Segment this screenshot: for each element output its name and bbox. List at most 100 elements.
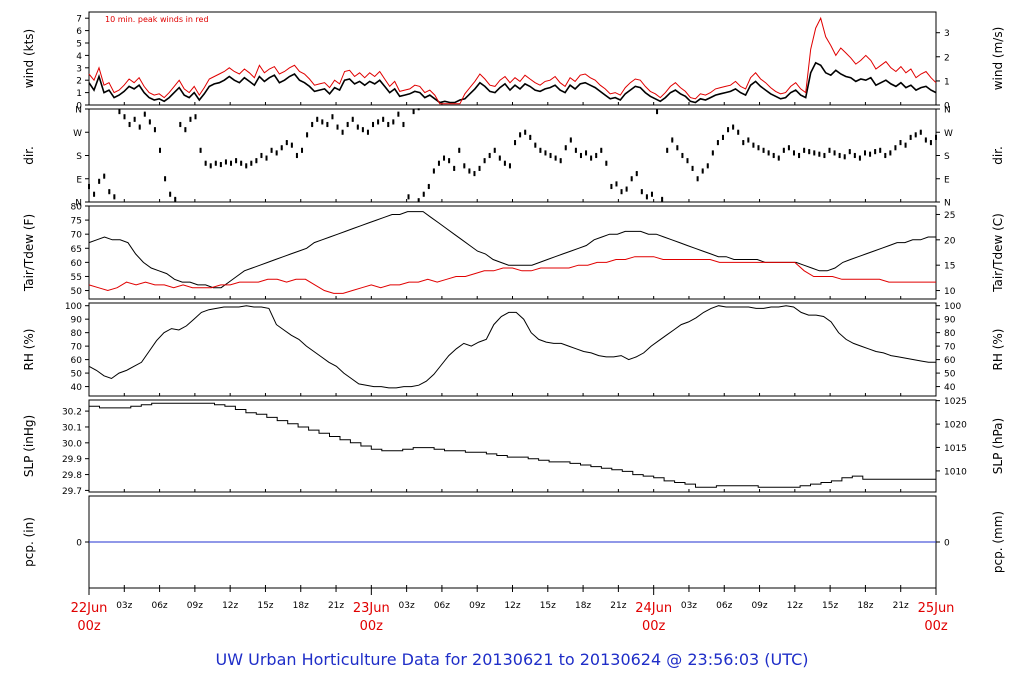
direction-point <box>270 149 273 152</box>
ytick-label-right: E <box>944 175 950 185</box>
direction-point <box>853 156 856 159</box>
direction-point <box>250 160 253 163</box>
ylabel-right-temperature: Tair/Tdew (C) <box>991 213 1005 293</box>
ytick-label-left: 5 <box>76 40 82 50</box>
direction-point <box>508 166 511 169</box>
direction-point <box>265 158 268 161</box>
direction-point <box>924 139 927 141</box>
direction-point <box>463 163 466 166</box>
direction-point <box>666 150 669 153</box>
direction-point <box>260 152 263 155</box>
direction-point <box>189 119 192 122</box>
direction-point <box>240 160 243 163</box>
direction-point <box>219 165 222 168</box>
direction-point <box>869 153 872 156</box>
direction-point <box>301 149 304 152</box>
direction-point <box>716 140 719 143</box>
direction-point <box>280 146 283 149</box>
direction-point <box>427 185 430 188</box>
direction-point <box>529 137 532 140</box>
direction-point <box>508 164 511 167</box>
direction-point <box>919 129 922 132</box>
direction-point <box>143 111 146 114</box>
ylabel-left-humidity: RH (%) <box>22 329 36 371</box>
xtick-label-hour: 21z <box>893 601 909 611</box>
air-temperature-line <box>88 211 936 289</box>
direction-point <box>843 157 846 160</box>
wind-annotation: 10 min. peak winds in red <box>105 15 209 24</box>
wind-speed-line <box>88 61 937 104</box>
direction-point <box>164 177 167 180</box>
direction-point <box>341 132 344 135</box>
ytick-label-left: 30.0 <box>62 439 82 449</box>
panel-frame-wind <box>88 11 937 106</box>
direction-point <box>605 162 608 165</box>
direction-point <box>914 133 917 136</box>
direction-point <box>326 123 329 126</box>
direction-point <box>346 125 349 128</box>
direction-point <box>569 139 572 141</box>
direction-point <box>366 132 369 135</box>
direction-point <box>473 171 476 174</box>
direction-point <box>696 177 699 180</box>
direction-point <box>164 179 167 182</box>
direction-point <box>351 118 354 121</box>
direction-point <box>838 156 841 159</box>
direction-point <box>610 183 613 186</box>
direction-point <box>874 150 877 153</box>
direction-point <box>721 134 724 137</box>
ytick-label-left: 70 <box>71 231 83 241</box>
direction-point <box>275 151 278 154</box>
direction-point <box>123 117 126 120</box>
direction-point <box>823 154 826 157</box>
direction-point <box>650 193 653 196</box>
ytick-label-right: 70 <box>944 343 956 353</box>
xtick-label-day: 25Jun <box>918 601 955 616</box>
direction-point <box>356 124 359 127</box>
direction-point <box>727 128 730 131</box>
direction-point <box>108 190 111 193</box>
direction-point <box>235 158 238 161</box>
direction-point <box>772 154 775 157</box>
direction-point <box>230 162 233 165</box>
direction-point <box>747 139 750 141</box>
direction-point <box>884 152 887 155</box>
direction-point <box>585 153 588 156</box>
direction-point <box>336 127 339 130</box>
ytick-label-right: 60 <box>944 356 956 366</box>
direction-point <box>514 141 517 144</box>
direction-point <box>935 136 937 139</box>
direction-point <box>640 189 643 192</box>
direction-point <box>453 167 456 170</box>
direction-point <box>590 155 593 158</box>
direction-point <box>676 145 679 148</box>
direction-point <box>823 156 826 159</box>
ytick-label-left: 2 <box>76 77 82 87</box>
direction-point <box>640 190 643 193</box>
direction-point <box>143 114 146 117</box>
direction-point <box>737 131 740 134</box>
direction-point <box>209 164 212 167</box>
ytick-label-left: 0 <box>76 539 82 549</box>
direction-point <box>838 152 841 155</box>
direction-point <box>361 128 364 131</box>
direction-point <box>635 172 638 175</box>
direction-point <box>169 193 172 196</box>
direction-point <box>194 114 197 117</box>
direction-point <box>356 126 359 129</box>
direction-point <box>138 126 141 129</box>
direction-point <box>625 189 628 192</box>
direction-point <box>204 160 207 163</box>
direction-point <box>235 161 238 164</box>
xtick-label-day: 23Jun <box>353 601 390 616</box>
direction-point <box>549 152 552 155</box>
direction-point <box>681 154 684 157</box>
direction-point <box>777 157 780 160</box>
direction-point <box>184 130 187 133</box>
direction-point <box>98 180 101 183</box>
direction-point <box>432 170 435 172</box>
direction-point <box>478 168 481 171</box>
direction-point <box>295 154 298 157</box>
direction-point <box>113 197 116 200</box>
direction-point <box>189 118 192 121</box>
